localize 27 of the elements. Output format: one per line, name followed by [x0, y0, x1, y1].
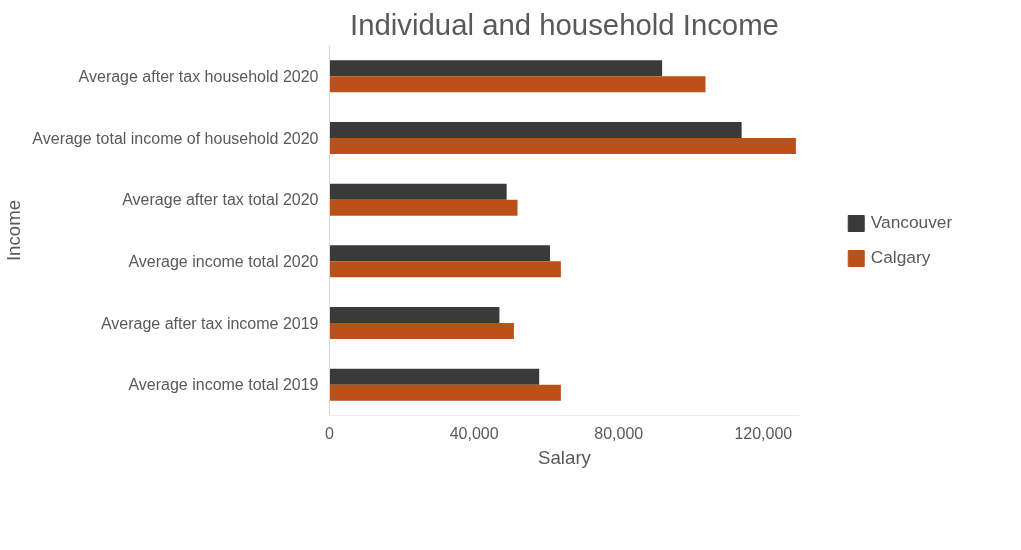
bar — [329, 261, 561, 278]
bar — [329, 368, 540, 385]
y-tick-label: Average after tax household 2020 — [78, 67, 319, 85]
y-axis-title: Income — [3, 199, 25, 262]
x-tick-label: 80,000 — [594, 424, 644, 442]
bar — [329, 121, 742, 138]
bar — [329, 306, 500, 323]
bar — [329, 60, 663, 77]
bar — [329, 76, 706, 93]
bar — [329, 183, 507, 200]
y-tick-label: Average income total 2020 — [128, 252, 319, 270]
x-tick-label: 0 — [325, 424, 335, 442]
bar — [329, 138, 796, 155]
bar — [329, 323, 514, 340]
y-tick-label: Average total income of household 2020 — [32, 129, 319, 147]
y-tick-label: Average income total 2019 — [128, 376, 319, 394]
x-axis-title: Salary — [538, 446, 592, 468]
x-tick-label: 120,000 — [734, 424, 793, 442]
legend-label: Vancouver — [870, 212, 953, 233]
bar — [329, 384, 561, 401]
bar — [329, 199, 518, 216]
x-tick-label: 40,000 — [449, 424, 499, 442]
y-tick-label: Average after tax income 2019 — [100, 314, 319, 332]
y-tick-label: Average after tax total 2020 — [122, 191, 319, 209]
legend-label: Calgary — [870, 247, 931, 268]
bar — [329, 245, 551, 262]
chart-title: Individual and household Income — [350, 7, 779, 41]
